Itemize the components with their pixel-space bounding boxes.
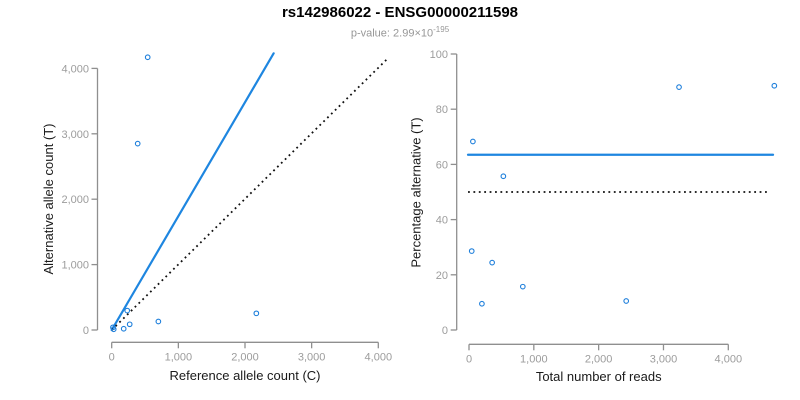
data-point (623, 298, 630, 304)
y-axis-title: Alternative allele count (T) (41, 123, 56, 274)
y-tick-label: 0 (442, 325, 448, 337)
x-tick-label: 1,000 (165, 352, 193, 364)
pvalue-mantissa: 2.99×10 (393, 27, 434, 40)
y-tick-label: 20 (436, 270, 448, 282)
data-point (676, 84, 682, 90)
data-point (110, 326, 117, 333)
x-tick-label: 0 (109, 352, 115, 364)
data-point (124, 307, 131, 314)
data-point (479, 300, 485, 307)
y-tick-label: 3,000 (61, 129, 89, 141)
data-point (120, 325, 127, 332)
data-point (489, 259, 495, 266)
y-tick-label: 0 (83, 325, 89, 337)
identity-line (111, 57, 389, 331)
data-point (144, 54, 151, 61)
x-tick-label: 1,000 (520, 354, 548, 366)
y-tick-label: 80 (436, 104, 448, 116)
y-tick-label: 4,000 (61, 63, 89, 75)
x-tick-label: 4,000 (365, 352, 393, 364)
data-point (253, 310, 260, 317)
x-axis-title: Total number of reads (536, 369, 662, 384)
figure-subtitle: p-value: 2.99×10-195 (0, 23, 800, 41)
x-tick-label: 0 (466, 354, 472, 366)
pvalue-exponent: -195 (433, 25, 450, 34)
data-point (126, 321, 133, 328)
y-axis-title: Percentage alternative (T) (409, 117, 424, 267)
pvalue-prefix: p-value: (350, 27, 394, 40)
y-tick-label: 60 (436, 159, 448, 171)
x-tick-label: 4,000 (715, 354, 743, 366)
x-tick-label: 3,000 (650, 354, 678, 366)
y-tick-label: 100 (430, 49, 448, 61)
x-tick-label: 2,000 (231, 352, 259, 364)
x-axis-title: Reference allele count (C) (169, 368, 320, 383)
data-point (468, 248, 475, 254)
y-tick-label: 2,000 (61, 194, 89, 206)
data-point (155, 318, 162, 325)
data-point (470, 138, 476, 145)
right-scatter-panel: 0 20 40 60 80 100 0 1,000 2,000 3,000 4,000 Total n… (409, 49, 778, 384)
x-tick-label: 2,000 (585, 354, 613, 366)
data-point (771, 82, 778, 89)
y-tick-label: 40 (436, 215, 448, 227)
data-point (134, 140, 141, 147)
fitted-ratio-line (110, 52, 275, 332)
data-point (519, 283, 526, 290)
left-scatter-panel: 0 1,000 2,000 3,000 4,000 0 1,000 2,000 3,000 4,0… (41, 52, 393, 383)
y-tick-label: 1,000 (61, 260, 89, 272)
x-tick-label: 3,000 (298, 352, 326, 364)
figure-title: rs142986022 - ENSG00000211598 (281, 4, 519, 21)
data-point (500, 173, 507, 180)
